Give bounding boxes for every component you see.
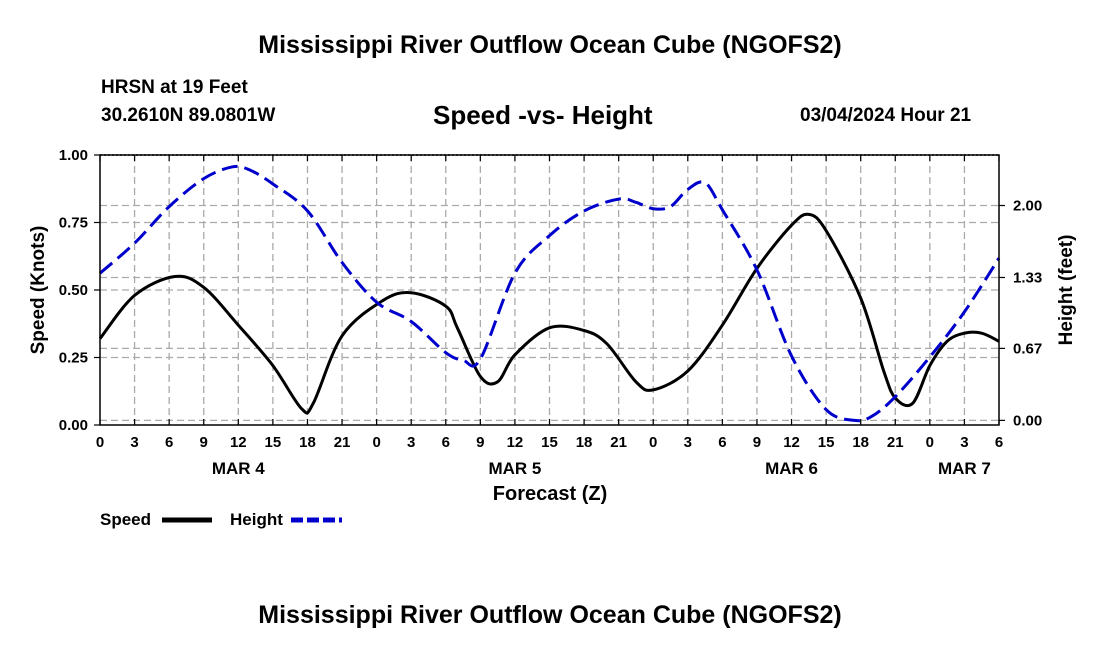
chart-axes: 0 3 6 9 12 15 18 21 0 3 6 9 12 15 18 21 0 3 6 9 12 15 18 21 0 3 6M…	[59, 147, 1042, 478]
y-left-tick-label: 1.00	[59, 147, 88, 164]
x-tick-label: 18	[852, 434, 869, 451]
x-tick-label: 3	[407, 434, 415, 451]
x-axis-label: Forecast (Z)	[493, 483, 607, 505]
x-tick-label: 12	[783, 434, 800, 451]
x-tick-label: 12	[230, 434, 247, 451]
legend-speed-label: Speed	[100, 510, 151, 529]
x-tick-label: 9	[200, 434, 208, 451]
y-right-axis-label: Height (feet)	[1056, 235, 1077, 346]
x-tick-label: 21	[887, 434, 904, 451]
x-tick-label: 18	[576, 434, 593, 451]
x-tick-label: 15	[265, 434, 282, 451]
x-date-label: MAR 7	[938, 459, 991, 478]
x-tick-label: 6	[442, 434, 450, 451]
y-left-tick-label: 0.00	[59, 417, 88, 434]
x-tick-label: 6	[718, 434, 726, 451]
x-tick-label: 21	[610, 434, 627, 451]
chart-subtitle: Speed -vs- Height	[433, 100, 653, 130]
x-tick-label: 0	[926, 434, 934, 451]
y-right-tick-label: 2.00	[1013, 197, 1042, 214]
x-tick-label: 21	[334, 434, 351, 451]
x-tick-label: 12	[507, 434, 524, 451]
y-right-tick-label: 1.33	[1013, 269, 1042, 286]
y-left-tick-label: 0.75	[59, 215, 88, 232]
legend-height-label: Height	[230, 510, 283, 529]
station-label: HRSN at 19 Feet	[101, 77, 248, 98]
x-tick-label: 0	[372, 434, 380, 451]
legend: Speed Height	[100, 510, 342, 529]
x-tick-label: 9	[753, 434, 761, 451]
chart-title: Mississippi River Outflow Ocean Cube (NG…	[258, 31, 842, 59]
x-tick-label: 15	[818, 434, 835, 451]
x-date-label: MAR 6	[765, 459, 818, 478]
forecast-datetime: 03/04/2024 Hour 21	[800, 105, 972, 126]
y-left-tick-label: 0.25	[59, 350, 88, 367]
y-left-axis-label: Speed (Knots)	[28, 226, 49, 355]
series-line-height	[99, 164, 1001, 423]
x-tick-label: 18	[299, 434, 316, 451]
x-tick-label: 6	[165, 434, 173, 451]
chart-grid	[100, 155, 999, 425]
x-tick-label: 3	[684, 434, 692, 451]
x-date-label: MAR 5	[488, 459, 541, 478]
y-left-tick-label: 0.50	[59, 282, 88, 299]
footer-title: Mississippi River Outflow Ocean Cube (NG…	[258, 601, 842, 629]
x-tick-label: 9	[476, 434, 484, 451]
x-tick-label: 0	[649, 434, 657, 451]
y-right-tick-label: 0.00	[1013, 412, 1042, 429]
x-date-label: MAR 4	[212, 459, 265, 478]
x-tick-label: 6	[995, 434, 1003, 451]
x-tick-label: 3	[130, 434, 138, 451]
y-right-tick-label: 0.67	[1013, 340, 1042, 357]
x-tick-label: 15	[541, 434, 558, 451]
x-tick-label: 0	[96, 434, 104, 451]
station-coordinates: 30.2610N 89.0801W	[101, 105, 276, 126]
chart-series	[98, 164, 1001, 423]
x-tick-label: 3	[960, 434, 968, 451]
